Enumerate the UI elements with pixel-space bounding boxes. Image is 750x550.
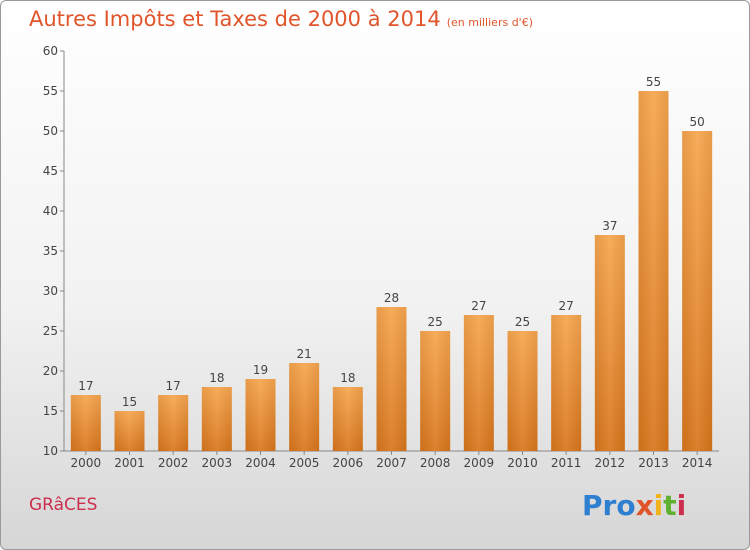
data-label: 37 — [602, 219, 617, 233]
data-label: 15 — [122, 395, 137, 409]
bar-shade — [551, 315, 582, 451]
x-tick-label: 2012 — [595, 456, 626, 470]
data-label: 28 — [384, 291, 399, 305]
data-label: 25 — [515, 315, 530, 329]
x-tick-label: 2000 — [71, 456, 102, 470]
bar-shade — [332, 387, 363, 451]
x-tick-label: 2005 — [289, 456, 320, 470]
y-tick-label: 20 — [43, 364, 58, 378]
y-tick-label: 60 — [43, 44, 58, 58]
logo-part: Pro — [582, 489, 636, 522]
x-tick-label: 2008 — [420, 456, 451, 470]
data-labels: 17 15 17 18 19 21 18 28 25 27 25 27 37 55 50 — [78, 75, 705, 409]
title-text: Autres Impôts et Taxes de 2000 à 2014 — [29, 7, 441, 31]
data-label: 17 — [166, 379, 181, 393]
bar-shade — [201, 387, 232, 451]
data-label: 19 — [253, 363, 268, 377]
x-tick-label: 2007 — [376, 456, 407, 470]
bar-shade — [507, 331, 538, 451]
city-name: GRâCES — [29, 495, 98, 515]
y-tick-label: 35 — [43, 244, 58, 258]
logo-part: t — [663, 489, 677, 522]
bar-shade — [289, 363, 320, 451]
bar-shade — [420, 331, 451, 451]
x-tick-label: 2006 — [333, 456, 364, 470]
bar-shade — [114, 411, 145, 451]
x-tick-label: 2010 — [507, 456, 538, 470]
bars — [70, 91, 713, 451]
chart-subtitle: (en milliers d'€) — [446, 16, 533, 29]
x-tick-label: 2002 — [158, 456, 189, 470]
bar-shade — [70, 395, 101, 451]
x-tick-label: 2013 — [638, 456, 669, 470]
bar-shade — [594, 235, 625, 451]
y-tick-label: 25 — [43, 324, 58, 338]
data-label: 18 — [209, 371, 224, 385]
y-tick-label: 45 — [43, 164, 58, 178]
data-label: 18 — [340, 371, 355, 385]
x-tick-label: 2011 — [551, 456, 582, 470]
x-tick-label: 2014 — [682, 456, 713, 470]
y-tick-label: 15 — [43, 404, 58, 418]
chart-title: Autres Impôts et Taxes de 2000 à 2014 (en… — [29, 7, 533, 31]
bar-shade — [376, 307, 407, 451]
data-label: 27 — [471, 299, 486, 313]
y-tick-label: 30 — [43, 284, 58, 298]
bar-shade — [158, 395, 189, 451]
data-label: 55 — [646, 75, 661, 89]
data-label: 50 — [690, 115, 705, 129]
axes: 10 15 20 25 30 35 40 45 50 55 60 2000 2001 2002 2003 20… — [43, 44, 719, 470]
logo-part: x — [635, 489, 654, 522]
data-label: 17 — [78, 379, 93, 393]
data-label: 25 — [428, 315, 443, 329]
y-tick-label: 40 — [43, 204, 58, 218]
logo-part: i — [653, 489, 664, 522]
bar-shade — [682, 131, 713, 451]
x-tick-label: 2004 — [245, 456, 276, 470]
bar-shade — [638, 91, 669, 451]
data-label: 27 — [559, 299, 574, 313]
y-tick-label: 55 — [43, 84, 58, 98]
y-tick-label: 10 — [43, 444, 58, 458]
x-tick-label: 2003 — [202, 456, 233, 470]
proxiti-logo: Proxiti — [582, 489, 686, 522]
y-tick-label: 50 — [43, 124, 58, 138]
bar-shade — [463, 315, 494, 451]
bar-shade — [245, 379, 276, 451]
x-tick-label: 2009 — [464, 456, 495, 470]
x-tick-label: 2001 — [114, 456, 145, 470]
logo-part: i — [676, 489, 687, 522]
data-label: 21 — [297, 347, 312, 361]
